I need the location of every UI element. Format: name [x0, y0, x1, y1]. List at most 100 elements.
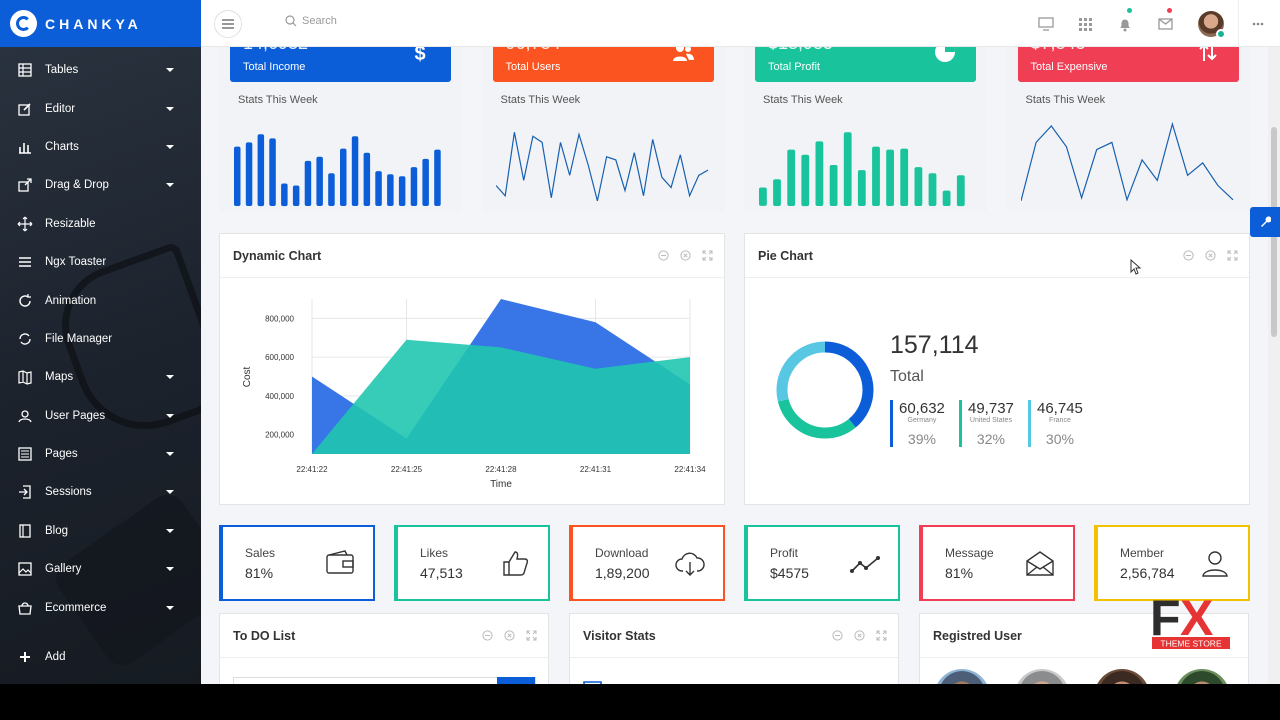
mini-bar	[328, 173, 335, 206]
panel-title: To DO List	[233, 628, 296, 643]
fx-letter-f: F	[1150, 590, 1181, 646]
brand[interactable]: CHANKYA	[0, 0, 201, 47]
sidebar-item-editor[interactable]: Editor	[0, 89, 201, 127]
sidebar-item-charts[interactable]: Charts	[0, 128, 201, 166]
sidebar-item-resizable[interactable]: Resizable	[0, 205, 201, 243]
mini-bar	[351, 136, 359, 206]
kpi-value: 1,89,200	[595, 565, 650, 581]
wrench-icon	[1261, 216, 1271, 227]
user-avatar[interactable]	[1014, 669, 1070, 684]
stat-card-header: 96,784 Total Users	[492, 47, 714, 82]
bar-chart-icon	[17, 139, 33, 155]
user-avatar[interactable]	[1174, 669, 1230, 684]
mini-chart	[1020, 122, 1233, 202]
mini-bar	[815, 141, 824, 206]
close-icon[interactable]	[852, 628, 866, 642]
apps-grid-icon[interactable]	[1076, 15, 1094, 33]
sidebar-item-label: Resizable	[45, 217, 96, 230]
fullscreen-icon[interactable]	[700, 248, 714, 262]
kpi-card-profit[interactable]: Profit $4575	[744, 525, 900, 601]
fullscreen-icon[interactable]	[874, 628, 888, 642]
sidebar-item-gallery[interactable]: Gallery	[0, 550, 201, 588]
mini-bar	[914, 167, 923, 206]
todo-input[interactable]	[233, 677, 536, 684]
kpi-value: 81%	[945, 565, 974, 581]
hamburger-icon	[222, 19, 234, 29]
notification-bell-icon[interactable]	[1116, 15, 1134, 33]
minimize-icon[interactable]	[480, 628, 494, 642]
sidebar-item-animation[interactable]: Animation	[0, 281, 201, 319]
topbar-divider	[1238, 0, 1239, 47]
stat-subtitle: Stats This Week	[238, 94, 318, 106]
monitor-icon[interactable]	[1037, 15, 1055, 33]
stat-card: 96,784 Total Users Stats This Week	[481, 47, 725, 212]
sidebar-item-user-pages[interactable]: User Pages	[0, 397, 201, 435]
sidebar-item-drag-drop[interactable]: Drag & Drop	[0, 166, 201, 204]
panel-controls	[1181, 248, 1239, 262]
sidebar-item-blog[interactable]: Blog	[0, 512, 201, 550]
mail-icon[interactable]	[1156, 15, 1174, 33]
mini-bar	[410, 167, 418, 206]
mini-bar	[281, 183, 288, 207]
logo-icon	[10, 10, 37, 37]
search-box[interactable]: Search	[285, 15, 337, 27]
stat-card: 14,6932 Total Income $ Stats This Week	[219, 47, 462, 212]
sync-icon	[17, 331, 33, 347]
mini-bar	[316, 156, 323, 206]
kpi-card-sales[interactable]: Sales 81%	[219, 525, 375, 601]
kpi-card-message[interactable]: Message 81%	[919, 525, 1075, 601]
close-icon[interactable]	[678, 248, 692, 262]
chevron-down-icon	[166, 68, 174, 73]
user-avatar[interactable]	[934, 669, 990, 684]
sidebar-item-maps[interactable]: Maps	[0, 358, 201, 396]
main-content: 14,6932Total Income$Stats This Week96,78…	[201, 47, 1268, 684]
panel-title: Visitor Stats	[583, 628, 656, 643]
sidebar-item-add[interactable]: Add	[0, 638, 201, 676]
visitor-stats-panel: Visitor Stats	[569, 613, 899, 684]
legend-value: 49,737	[968, 400, 1014, 417]
y-axis-label: Cost	[242, 366, 253, 387]
menu-toggle-button[interactable]	[214, 10, 242, 38]
minimize-icon[interactable]	[830, 628, 844, 642]
kpi-value: 2,56,784	[1120, 565, 1175, 581]
page-scrollbar[interactable]	[1268, 47, 1280, 684]
settings-wrench-button[interactable]	[1250, 207, 1280, 237]
user-avatar[interactable]	[1198, 11, 1226, 39]
minimize-icon[interactable]	[656, 248, 670, 262]
sidebar-item-ecommerce[interactable]: Ecommerce	[0, 588, 201, 626]
plus-icon	[17, 649, 33, 665]
sidebar-item-tables[interactable]: Tables	[0, 51, 201, 89]
sidebar-item-file-manager[interactable]: File Manager	[0, 320, 201, 358]
mini-bar	[829, 165, 838, 206]
user-avatar[interactable]	[1094, 669, 1150, 684]
mail-dot	[1167, 8, 1172, 13]
sidebar-item-label: Pages	[45, 448, 78, 461]
app-window: CHANKYA Tables Editor Charts Drag & Drop Res…	[0, 0, 1280, 684]
minimize-icon[interactable]	[1181, 248, 1195, 262]
kpi-card-member[interactable]: Member 2,56,784	[1094, 525, 1250, 601]
stat-value: 14,6932	[243, 47, 308, 54]
y-tick-label: 600,000	[265, 353, 294, 362]
notification-dot	[1127, 8, 1132, 13]
todo-add-button[interactable]	[497, 677, 535, 684]
pie-legend-item: 60,632 Germany 39%	[890, 400, 945, 447]
fullscreen-icon[interactable]	[1225, 248, 1239, 262]
sidebar-item-ngx-toaster[interactable]: Ngx Toaster	[0, 243, 201, 281]
sidebar-item-label: File Manager	[45, 332, 113, 345]
more-options-icon[interactable]	[1249, 15, 1267, 33]
dollar-icon: $	[409, 47, 431, 65]
close-icon[interactable]	[1203, 248, 1217, 262]
mini-bar	[375, 171, 382, 206]
close-icon[interactable]	[502, 628, 516, 642]
sort-icon	[1197, 47, 1219, 63]
panel-controls	[656, 248, 714, 262]
pie-chart-panel: Pie Chart	[744, 233, 1250, 505]
kpi-card-likes[interactable]: Likes 47,513	[394, 525, 550, 601]
fullscreen-icon[interactable]	[524, 628, 538, 642]
todo-panel: To DO List	[219, 613, 549, 684]
kpi-card-download[interactable]: Download 1,89,200	[569, 525, 725, 601]
mini-bar	[340, 148, 347, 206]
sidebar-item-pages[interactable]: Pages	[0, 435, 201, 473]
search-input[interactable]: Search	[302, 15, 337, 27]
sidebar-item-sessions[interactable]: Sessions	[0, 473, 201, 511]
